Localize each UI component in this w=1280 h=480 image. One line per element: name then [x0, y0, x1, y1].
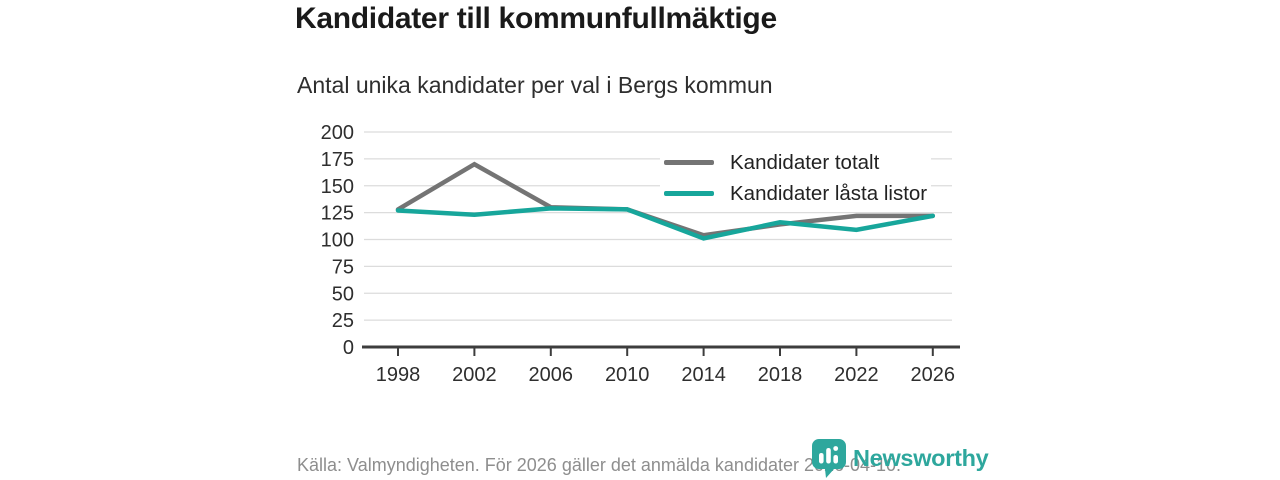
page-subtitle: Antal unika kandidater per val i Bergs k… — [297, 72, 773, 98]
x-axis-tick-label: 2022 — [834, 364, 879, 386]
y-axis-tick-label: 125 — [321, 203, 354, 225]
newsworthy-logo: Newsworthy — [812, 439, 989, 479]
y-axis-tick-label: 200 — [321, 122, 354, 144]
y-axis-tick-label: 175 — [321, 149, 354, 171]
series-line-locked — [395, 206, 936, 241]
y-axis-tick-label: 50 — [332, 283, 354, 305]
y-axis-tick-label: 0 — [343, 337, 354, 359]
legend-swatch-total — [664, 160, 714, 165]
newsworthy-logo-icon — [812, 439, 846, 478]
newsworthy-logo-text: Newsworthy — [853, 445, 989, 471]
legend-label-locked: Kandidater låsta listor — [730, 181, 928, 205]
x-axis-tick-label: 2026 — [911, 364, 956, 386]
legend-item-locked: Kandidater låsta listor — [660, 178, 932, 209]
x-axis-tick-label: 2014 — [681, 364, 726, 386]
legend-label-total: Kandidater totalt — [730, 150, 880, 174]
x-axis-tick-label: 2006 — [529, 364, 574, 386]
y-axis-tick-label: 100 — [321, 230, 354, 252]
x-axis-tick-label: 2010 — [605, 364, 650, 386]
y-axis-tick-label: 150 — [321, 176, 354, 198]
line-chart: 0 25 50 75 100 125 150 175 200 1998 2002 2006 2010 20… — [321, 122, 960, 386]
y-axis-tick-label: 25 — [332, 310, 354, 332]
chart-legend: Kandidater totalt Kandidater låsta listo… — [660, 147, 932, 209]
legend-swatch-locked — [664, 191, 714, 196]
x-axis-tick-label: 2002 — [452, 364, 497, 386]
source-note: Källa: Valmyndigheten. För 2026 gäller d… — [297, 455, 902, 475]
page-title: Kandidater till kommunfullmäktige — [295, 2, 777, 35]
y-axis-tick-label: 75 — [332, 256, 354, 278]
x-axis-tick-label: 2018 — [758, 364, 803, 386]
legend-item-total: Kandidater totalt — [660, 147, 932, 178]
x-axis-tick-label: 1998 — [376, 364, 421, 386]
